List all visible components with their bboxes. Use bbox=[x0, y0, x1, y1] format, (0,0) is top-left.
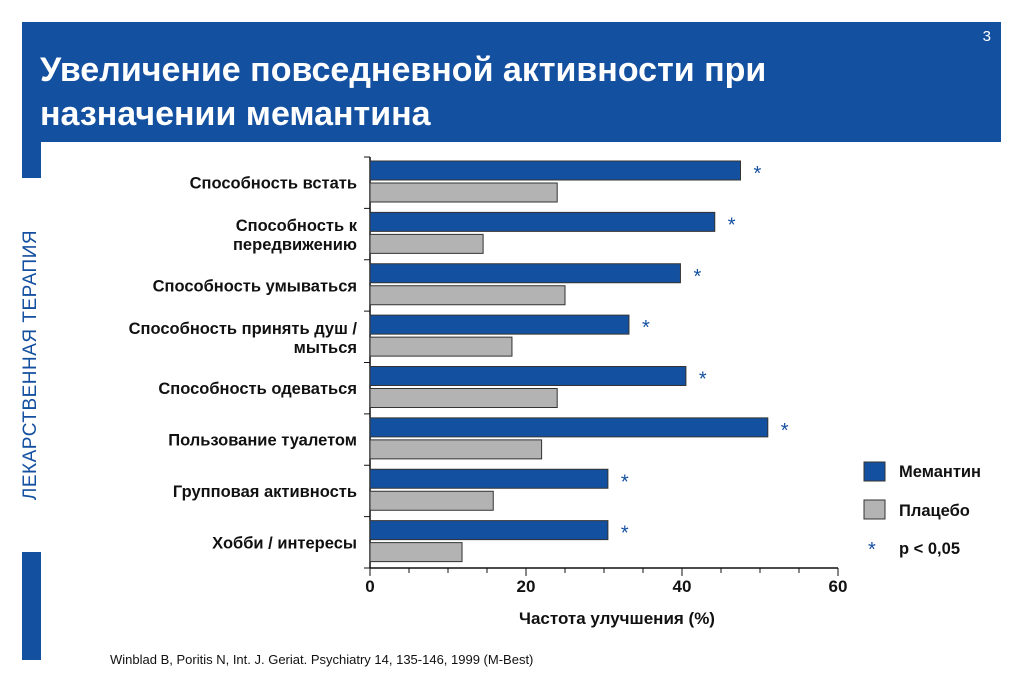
category-label: Способность одеваться bbox=[158, 380, 357, 398]
bar-placebo bbox=[369, 285, 566, 306]
legend-placebo-swatch bbox=[863, 499, 886, 520]
legend-memantine-label: Мемантин bbox=[899, 463, 981, 481]
bar-memantine bbox=[369, 417, 769, 438]
slide-number: 3 bbox=[982, 28, 991, 45]
bar-placebo bbox=[369, 182, 558, 203]
category-label: Способность к bbox=[236, 217, 358, 235]
category-label: мыться bbox=[294, 339, 357, 357]
bar-placebo bbox=[369, 336, 513, 357]
source-citation: Winblad B, Poritis N, Int. J. Geriat. Ps… bbox=[110, 652, 534, 667]
category-label: Групповая активность bbox=[173, 483, 357, 501]
x-tick-label: 20 bbox=[517, 577, 536, 596]
significance-star: * bbox=[621, 471, 629, 493]
category-label: Способность встать bbox=[190, 175, 357, 193]
x-tick-label: 0 bbox=[365, 577, 374, 596]
category-label: передвижению bbox=[233, 236, 357, 254]
x-tick-label: 60 bbox=[829, 577, 848, 596]
significance-star: * bbox=[781, 420, 789, 442]
bar-memantine bbox=[369, 211, 716, 232]
bar-placebo bbox=[369, 233, 484, 254]
significance-star: * bbox=[642, 317, 650, 339]
bar-placebo bbox=[369, 542, 463, 563]
title-banner: Увеличение повседневной активности при н… bbox=[22, 22, 1001, 142]
bar-memantine bbox=[369, 263, 681, 284]
category-label: Пользование туалетом bbox=[168, 432, 357, 450]
bar-memantine bbox=[369, 160, 741, 181]
significance-star: * bbox=[693, 266, 701, 288]
bar-placebo bbox=[369, 388, 558, 408]
legend-placebo-label: Плацебо bbox=[899, 502, 970, 520]
sidebar-stripe-bottom bbox=[22, 552, 41, 660]
category-label: Способность принять душ / bbox=[129, 320, 358, 338]
legend-significance-marker: * bbox=[868, 539, 876, 561]
significance-star: * bbox=[754, 163, 762, 185]
bar-memantine bbox=[369, 520, 609, 541]
bar-placebo bbox=[369, 490, 494, 511]
slide-title: Увеличение повседневной активности при н… bbox=[40, 51, 767, 133]
bar-memantine bbox=[369, 314, 630, 335]
category-label: Хобби / интересы bbox=[212, 534, 357, 552]
x-tick-label: 40 bbox=[673, 577, 692, 596]
x-axis-title: Частота улучшения (%) bbox=[519, 609, 715, 628]
significance-star: * bbox=[699, 369, 707, 391]
legend-significance-label: p < 0,05 bbox=[899, 540, 960, 558]
sidebar-stripe-top bbox=[22, 142, 41, 178]
legend-memantine-swatch bbox=[863, 461, 886, 482]
category-label: Способность умываться bbox=[153, 277, 357, 295]
bar-memantine bbox=[369, 366, 687, 386]
bar-placebo bbox=[369, 439, 543, 460]
significance-star: * bbox=[728, 214, 736, 236]
significance-star: * bbox=[621, 523, 629, 545]
bar-memantine bbox=[369, 468, 609, 489]
